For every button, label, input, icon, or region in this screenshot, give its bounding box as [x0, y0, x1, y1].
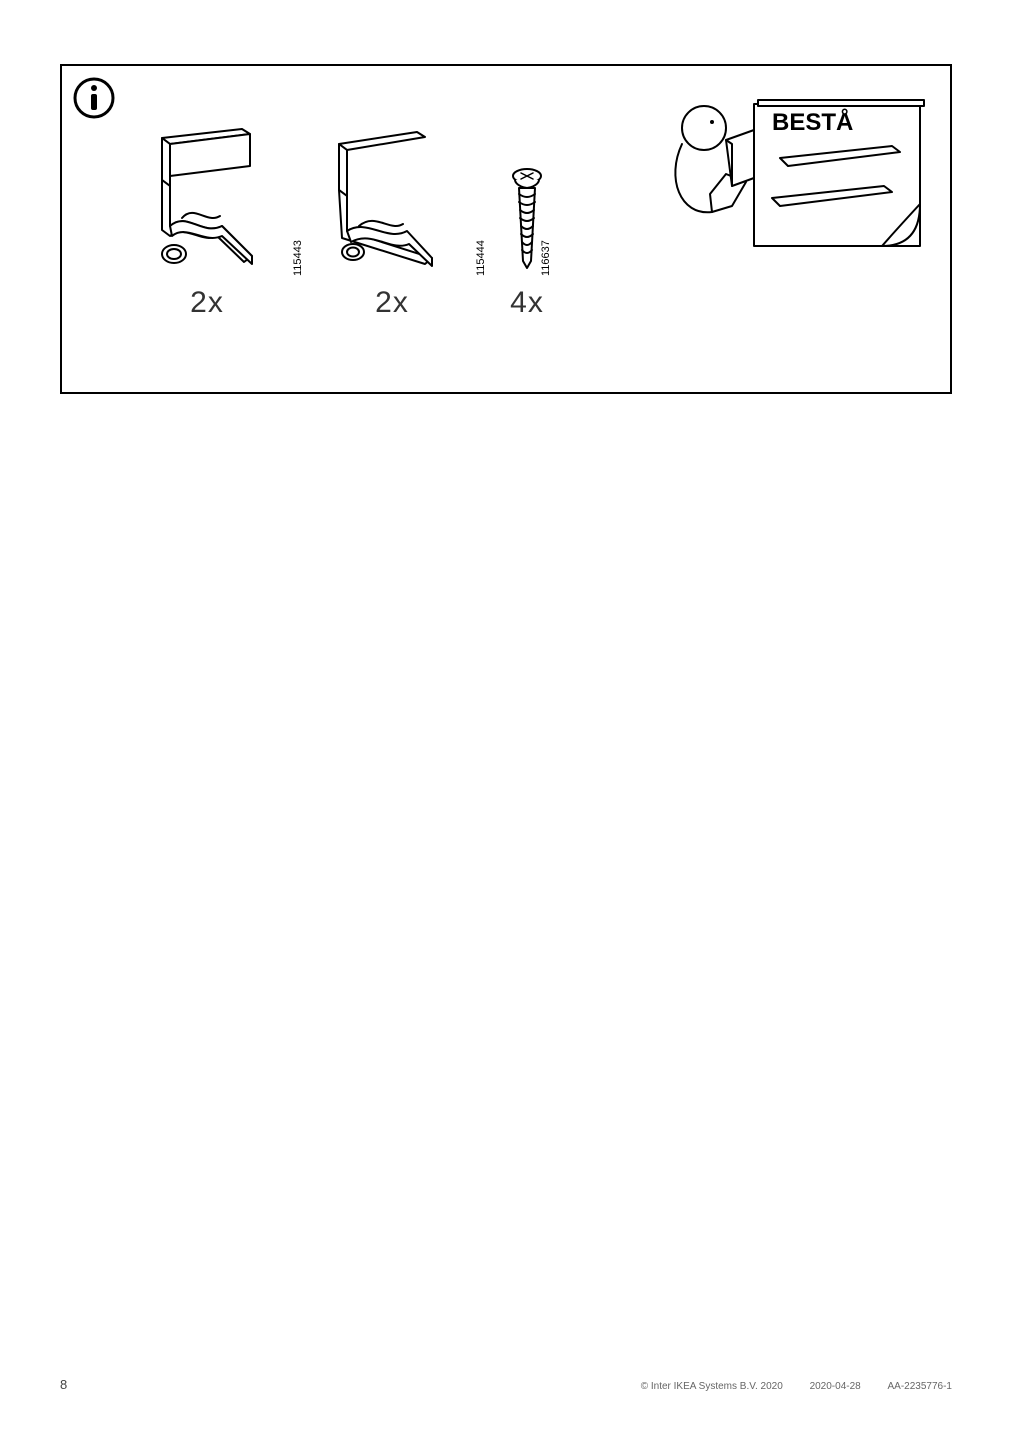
- part-number-label: 115443: [292, 240, 304, 276]
- hardware-panel: 115443 2x 115444: [60, 64, 952, 394]
- part-qty: 2x: [122, 286, 292, 320]
- bracket-drawing-115444: [317, 126, 467, 276]
- part-bracket-115443: 115443 2x: [122, 126, 292, 320]
- manual-product-name: BESTÅ: [772, 108, 853, 136]
- part-screw-116637: 116637 4x: [482, 166, 572, 320]
- bracket-drawing-115443: [132, 126, 282, 276]
- part-bracket-115444: 115444 2x: [307, 126, 477, 320]
- footer-meta: © Inter IKEA Systems B.V. 2020 2020-04-2…: [617, 1381, 952, 1392]
- manual-reference: BESTÅ: [662, 86, 932, 266]
- footer-date: 2020-04-28: [810, 1381, 861, 1392]
- part-number-label: 116637: [540, 240, 552, 276]
- footer-doc-id: AA-2235776-1: [888, 1381, 953, 1392]
- footer-copyright: © Inter IKEA Systems B.V. 2020: [641, 1381, 783, 1392]
- manual-reference-drawing: BESTÅ: [662, 86, 932, 266]
- page: 115443 2x 115444: [0, 0, 1012, 1432]
- page-number: 8: [60, 1377, 67, 1392]
- part-qty: 2x: [307, 286, 477, 320]
- part-qty: 4x: [482, 286, 572, 320]
- info-icon: [72, 76, 116, 120]
